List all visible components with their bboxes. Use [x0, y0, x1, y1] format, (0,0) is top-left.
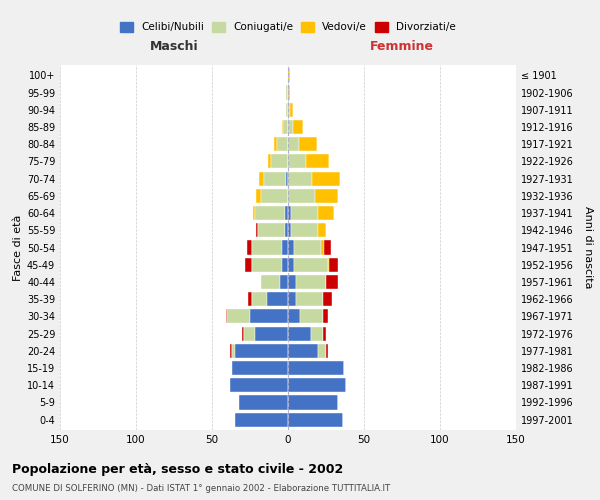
Text: Popolazione per età, sesso e stato civile - 2002: Popolazione per età, sesso e stato civil… — [12, 462, 343, 475]
Bar — [251, 240, 282, 254]
Bar — [319, 344, 326, 358]
Bar — [247, 240, 251, 254]
Bar — [293, 120, 303, 134]
Bar — [300, 310, 323, 324]
Bar — [288, 258, 294, 272]
Bar — [288, 292, 296, 306]
Legend: Celibi/Nubili, Coniugati/e, Vedovi/e, Divorziati/e: Celibi/Nubili, Coniugati/e, Vedovi/e, Di… — [117, 19, 459, 36]
Bar — [286, 172, 288, 185]
Bar — [256, 189, 260, 203]
Text: Maschi: Maschi — [149, 40, 199, 53]
Bar — [251, 292, 267, 306]
Bar — [254, 206, 285, 220]
Bar — [283, 120, 288, 134]
Bar — [288, 120, 293, 134]
Bar — [288, 68, 290, 82]
Bar — [248, 292, 251, 306]
Bar — [316, 189, 338, 203]
Bar — [306, 154, 329, 168]
Bar — [285, 206, 288, 220]
Bar — [282, 240, 288, 254]
Text: Femmine: Femmine — [370, 40, 434, 53]
Bar — [328, 258, 329, 272]
Bar — [288, 172, 313, 185]
Bar — [277, 137, 288, 152]
Bar — [232, 344, 235, 358]
Bar — [313, 172, 340, 185]
Bar — [260, 189, 288, 203]
Bar — [311, 326, 323, 340]
Bar — [291, 206, 319, 220]
Y-axis label: Fasce di età: Fasce di età — [13, 214, 23, 280]
Bar — [288, 326, 311, 340]
Bar — [288, 86, 290, 100]
Bar — [230, 344, 232, 358]
Bar — [274, 137, 277, 152]
Bar — [323, 326, 326, 340]
Bar — [326, 344, 328, 358]
Bar — [290, 102, 293, 117]
Bar — [282, 258, 288, 272]
Bar — [257, 223, 285, 238]
Bar — [253, 206, 254, 220]
Bar — [268, 154, 271, 168]
Bar — [288, 378, 346, 392]
Bar — [267, 292, 288, 306]
Bar — [260, 275, 280, 289]
Bar — [323, 310, 328, 324]
Bar — [299, 137, 317, 152]
Bar — [280, 275, 288, 289]
Bar — [319, 206, 334, 220]
Bar — [230, 378, 288, 392]
Text: COMUNE DI SOLFERINO (MN) - Dati ISTAT 1° gennaio 2002 - Elaborazione TUTTITALIA.: COMUNE DI SOLFERINO (MN) - Dati ISTAT 1°… — [12, 484, 390, 493]
Bar — [235, 412, 288, 426]
Bar — [232, 361, 288, 375]
Bar — [296, 275, 326, 289]
Bar — [288, 206, 291, 220]
Bar — [288, 102, 290, 117]
Bar — [288, 223, 291, 238]
Bar — [326, 275, 338, 289]
Bar — [256, 223, 257, 238]
Bar — [288, 310, 300, 324]
Bar — [254, 326, 288, 340]
Bar — [250, 310, 288, 324]
Bar — [288, 396, 338, 409]
Bar — [242, 326, 244, 340]
Bar — [288, 412, 343, 426]
Bar — [325, 240, 331, 254]
Bar — [227, 310, 250, 324]
Bar — [259, 172, 263, 185]
Bar — [288, 344, 319, 358]
Bar — [286, 86, 288, 100]
Bar — [286, 102, 288, 117]
Bar — [288, 361, 344, 375]
Bar — [288, 137, 299, 152]
Bar — [285, 223, 288, 238]
Bar — [329, 258, 338, 272]
Bar — [263, 172, 286, 185]
Bar — [288, 275, 296, 289]
Bar — [296, 292, 323, 306]
Bar — [288, 154, 306, 168]
Bar — [291, 223, 319, 238]
Bar — [251, 258, 282, 272]
Bar — [323, 292, 332, 306]
Bar — [322, 240, 325, 254]
Bar — [319, 223, 326, 238]
Bar — [294, 240, 322, 254]
Bar — [244, 326, 254, 340]
Bar — [288, 189, 316, 203]
Bar — [235, 344, 288, 358]
Bar — [239, 396, 288, 409]
Bar — [226, 310, 227, 324]
Bar — [294, 258, 328, 272]
Bar — [271, 154, 288, 168]
Y-axis label: Anni di nascita: Anni di nascita — [583, 206, 593, 289]
Bar — [245, 258, 251, 272]
Bar — [288, 240, 294, 254]
Bar — [282, 120, 283, 134]
